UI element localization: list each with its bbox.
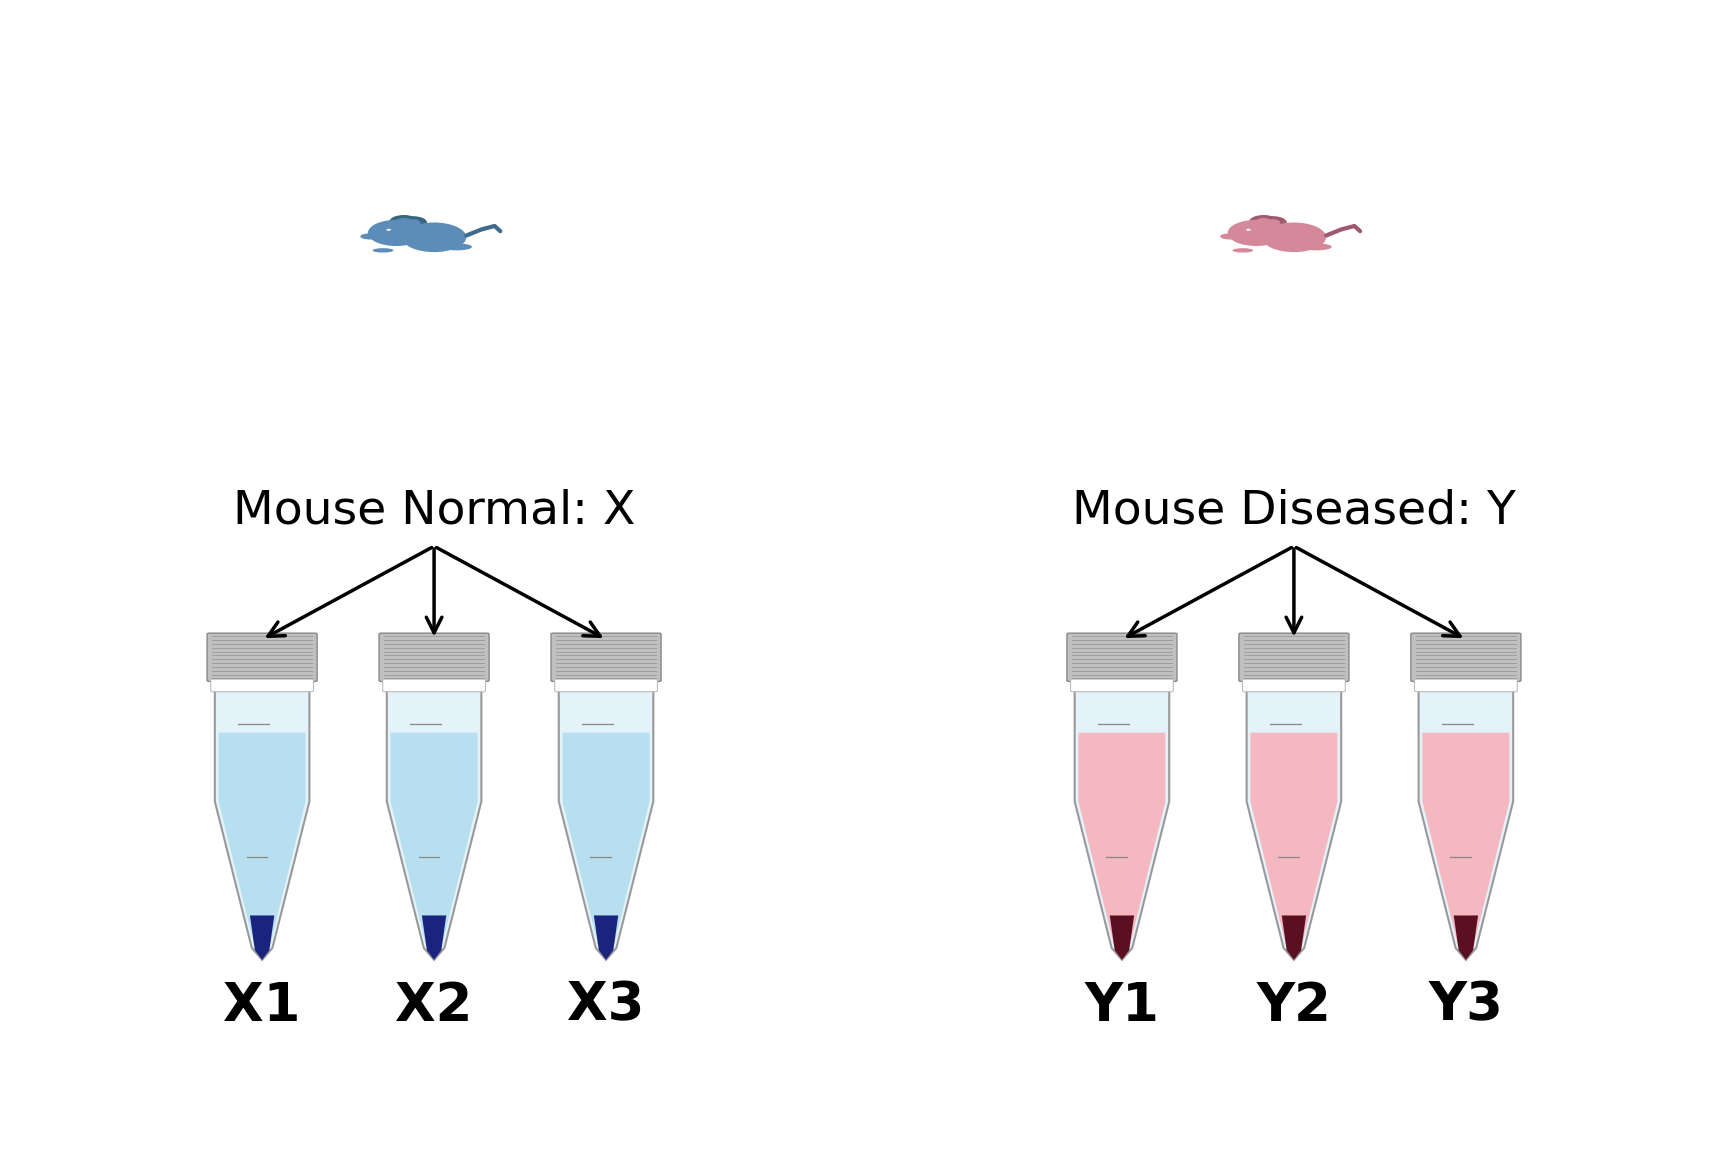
- Text: Y2: Y2: [1256, 979, 1331, 1032]
- Polygon shape: [1109, 916, 1134, 960]
- Polygon shape: [214, 690, 309, 960]
- Polygon shape: [1251, 733, 1337, 956]
- Polygon shape: [1422, 733, 1509, 956]
- Text: X3: X3: [567, 979, 645, 1032]
- Polygon shape: [1075, 690, 1170, 960]
- Polygon shape: [387, 690, 482, 960]
- FancyBboxPatch shape: [555, 679, 657, 691]
- Polygon shape: [422, 916, 446, 960]
- Text: X2: X2: [396, 979, 473, 1032]
- Text: Mouse Normal: X: Mouse Normal: X: [233, 488, 636, 534]
- Text: X1: X1: [223, 979, 301, 1032]
- Ellipse shape: [368, 220, 425, 247]
- FancyBboxPatch shape: [207, 633, 318, 681]
- Polygon shape: [563, 733, 650, 956]
- FancyBboxPatch shape: [551, 633, 662, 681]
- Ellipse shape: [1246, 229, 1251, 231]
- Ellipse shape: [1301, 243, 1332, 250]
- Polygon shape: [1282, 916, 1306, 960]
- Text: Y1: Y1: [1085, 979, 1159, 1032]
- Ellipse shape: [1220, 234, 1239, 239]
- FancyBboxPatch shape: [1410, 633, 1521, 681]
- Ellipse shape: [403, 223, 467, 252]
- Ellipse shape: [1260, 216, 1287, 229]
- Polygon shape: [1453, 916, 1477, 960]
- Ellipse shape: [1267, 220, 1280, 225]
- FancyBboxPatch shape: [1066, 633, 1177, 681]
- Text: Y3: Y3: [1429, 979, 1503, 1032]
- Polygon shape: [251, 916, 275, 960]
- Polygon shape: [219, 733, 306, 956]
- Polygon shape: [558, 690, 653, 960]
- Polygon shape: [1078, 733, 1165, 956]
- Ellipse shape: [373, 248, 394, 252]
- Ellipse shape: [1232, 248, 1253, 252]
- FancyBboxPatch shape: [1071, 679, 1173, 691]
- Ellipse shape: [1261, 223, 1325, 252]
- Text: Mouse Diseased: Y: Mouse Diseased: Y: [1071, 488, 1515, 534]
- Polygon shape: [1246, 690, 1341, 960]
- FancyBboxPatch shape: [211, 679, 313, 691]
- Ellipse shape: [1249, 215, 1279, 228]
- Polygon shape: [594, 916, 619, 960]
- FancyBboxPatch shape: [1239, 633, 1350, 681]
- Ellipse shape: [361, 234, 378, 239]
- Ellipse shape: [442, 243, 472, 250]
- Ellipse shape: [399, 216, 427, 229]
- Ellipse shape: [1256, 218, 1272, 225]
- Ellipse shape: [387, 229, 391, 231]
- Ellipse shape: [1227, 220, 1284, 247]
- Polygon shape: [391, 733, 477, 956]
- FancyBboxPatch shape: [378, 633, 489, 681]
- FancyBboxPatch shape: [1242, 679, 1346, 691]
- Ellipse shape: [406, 220, 420, 225]
- Ellipse shape: [389, 215, 418, 228]
- FancyBboxPatch shape: [382, 679, 486, 691]
- FancyBboxPatch shape: [1415, 679, 1517, 691]
- Polygon shape: [1419, 690, 1514, 960]
- Ellipse shape: [396, 218, 411, 225]
